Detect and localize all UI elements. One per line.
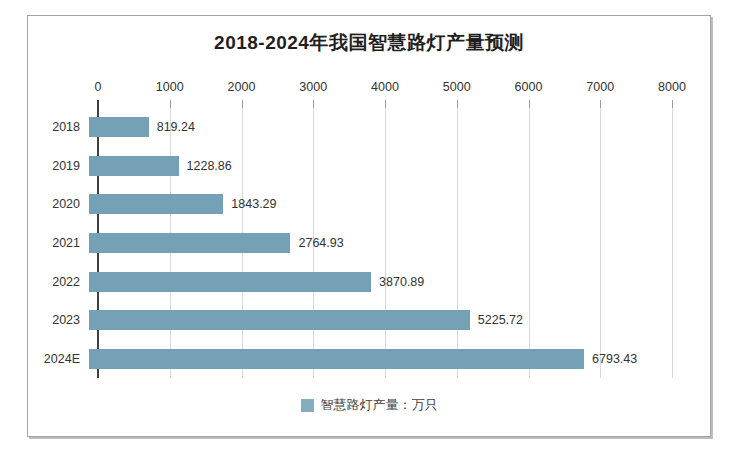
bar-zone: 6793.43 <box>89 349 672 369</box>
axis-tick <box>529 100 530 108</box>
x-axis-tick-label: 0 <box>95 80 102 94</box>
x-axis-tick-label: 4000 <box>371 80 399 94</box>
bar-zone: 3870.89 <box>89 272 672 292</box>
value-label: 2764.93 <box>298 236 343 250</box>
chart-frame: 2018-2024年我国智慧路灯产量预测 0 1000 2000 3000 4000 50… <box>27 15 711 437</box>
value-label: 1843.29 <box>231 197 276 211</box>
axis-tick <box>170 100 171 108</box>
value-label: 5225.72 <box>478 313 523 327</box>
axis-tick <box>313 100 314 108</box>
bar <box>89 117 149 137</box>
category-label: 2020 <box>28 197 89 211</box>
bar-row: 2024E 6793.43 <box>28 339 672 378</box>
axis-tick <box>672 100 673 108</box>
x-axis-tick-label: 5000 <box>443 80 471 94</box>
bar <box>89 310 470 330</box>
bar-row: 2019 1228.86 <box>28 147 672 186</box>
x-axis-tick-label: 7000 <box>586 80 614 94</box>
bar <box>89 194 223 214</box>
axis-tick <box>385 100 386 108</box>
legend-marker-icon <box>301 399 314 412</box>
axis-tick <box>242 100 243 108</box>
category-label: 2021 <box>28 236 89 250</box>
value-label: 1228.86 <box>187 159 232 173</box>
x-axis-tick-label: 8000 <box>658 80 686 94</box>
legend: 智慧路灯产量：万只 <box>28 396 710 414</box>
x-axis: 010002000300040005000600070008000 <box>98 80 672 98</box>
category-label: 2023 <box>28 313 89 327</box>
value-label: 819.24 <box>157 120 195 134</box>
x-axis-tick-label: 1000 <box>156 80 184 94</box>
category-label: 2019 <box>28 159 89 173</box>
bar <box>89 349 584 369</box>
chart-title: 2018-2024年我国智慧路灯产量预测 <box>28 30 710 56</box>
bar-zone: 2764.93 <box>89 233 672 253</box>
bar-zone: 1843.29 <box>89 194 672 214</box>
bar-row: 2020 1843.29 <box>28 185 672 224</box>
value-label: 3870.89 <box>379 275 424 289</box>
axis-tick <box>600 100 601 108</box>
chart-screenshot: 2018-2024年我国智慧路灯产量预测 0 1000 2000 3000 4000 50… <box>0 0 740 464</box>
category-label: 2018 <box>28 120 89 134</box>
gridline <box>672 108 673 378</box>
value-label: 6793.43 <box>592 352 637 366</box>
bar-row: 2021 2764.93 <box>28 224 672 263</box>
x-axis-tick-label: 2000 <box>228 80 256 94</box>
bar-zone: 5225.72 <box>89 310 672 330</box>
bar-zone: 819.24 <box>89 117 672 137</box>
bar-rows: 2018 819.24 2019 1228.86 2020 1843.29 20… <box>28 108 672 378</box>
bar-zone: 1228.86 <box>89 156 672 176</box>
category-label: 2022 <box>28 275 89 289</box>
x-axis-tick-label: 3000 <box>299 80 327 94</box>
bar <box>89 272 371 292</box>
bar-row: 2023 5225.72 <box>28 301 672 340</box>
bar <box>89 156 179 176</box>
bar-row: 2018 819.24 <box>28 108 672 147</box>
axis-tick <box>457 100 458 108</box>
bar-row: 2022 3870.89 <box>28 262 672 301</box>
category-label: 2024E <box>28 352 89 366</box>
axis-tick <box>97 100 99 108</box>
x-axis-tick-label: 6000 <box>515 80 543 94</box>
legend-label: 智慧路灯产量：万只 <box>321 396 438 414</box>
bar <box>89 233 290 253</box>
